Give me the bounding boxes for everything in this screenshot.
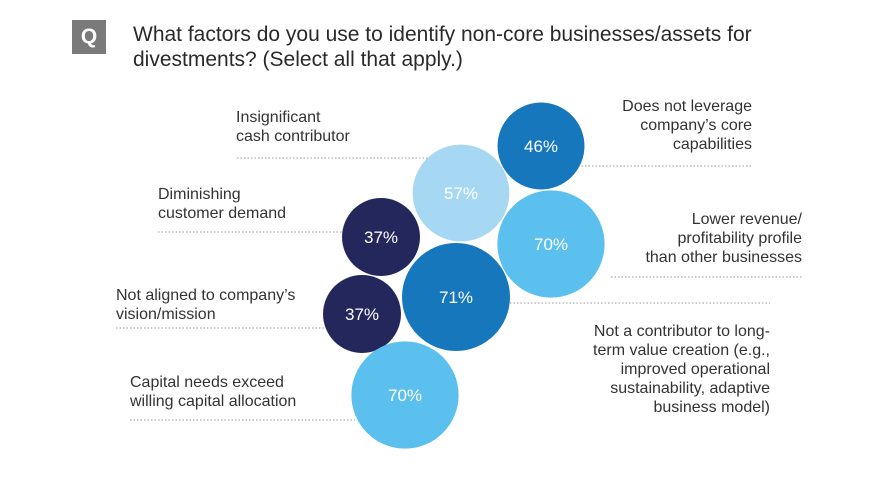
bubble-value-item-2: 46% xyxy=(524,137,558,156)
category-label-item-2: Does not leverage company’s core capabil… xyxy=(622,98,752,153)
bubble-value-item-4: 70% xyxy=(534,235,568,254)
category-label-item-1: Insignificant cash contributor xyxy=(236,109,350,145)
bubble-item-6 xyxy=(402,243,510,351)
category-label-item-6: Not a contributor to long- term value cr… xyxy=(593,323,770,416)
bubble-value-item-5: 37% xyxy=(345,305,379,324)
bubble-item-5 xyxy=(323,275,401,353)
bubble-item-3 xyxy=(342,198,420,276)
category-label-item-5: Not aligned to company’s vision/mission xyxy=(116,287,296,323)
question-badge: Q xyxy=(72,20,106,54)
bubble-item-7 xyxy=(351,341,459,449)
category-label-item-3: Diminishing customer demand xyxy=(158,186,287,222)
bubble-item-2 xyxy=(497,102,585,190)
bubble-item-1 xyxy=(412,144,510,242)
bubble-value-item-6: 71% xyxy=(439,288,473,307)
bubble-value-item-3: 37% xyxy=(364,228,398,247)
category-label-item-4: Lower revenue/ profitability profile tha… xyxy=(645,211,802,266)
bubble-item-4 xyxy=(497,190,605,298)
bubble-value-item-1: 57% xyxy=(444,184,478,203)
chart-title: What factors do you use to identify non-… xyxy=(133,23,752,71)
bubble-value-item-7: 70% xyxy=(388,386,422,405)
category-label-item-7: Capital needs exceed willing capital all… xyxy=(130,374,297,410)
